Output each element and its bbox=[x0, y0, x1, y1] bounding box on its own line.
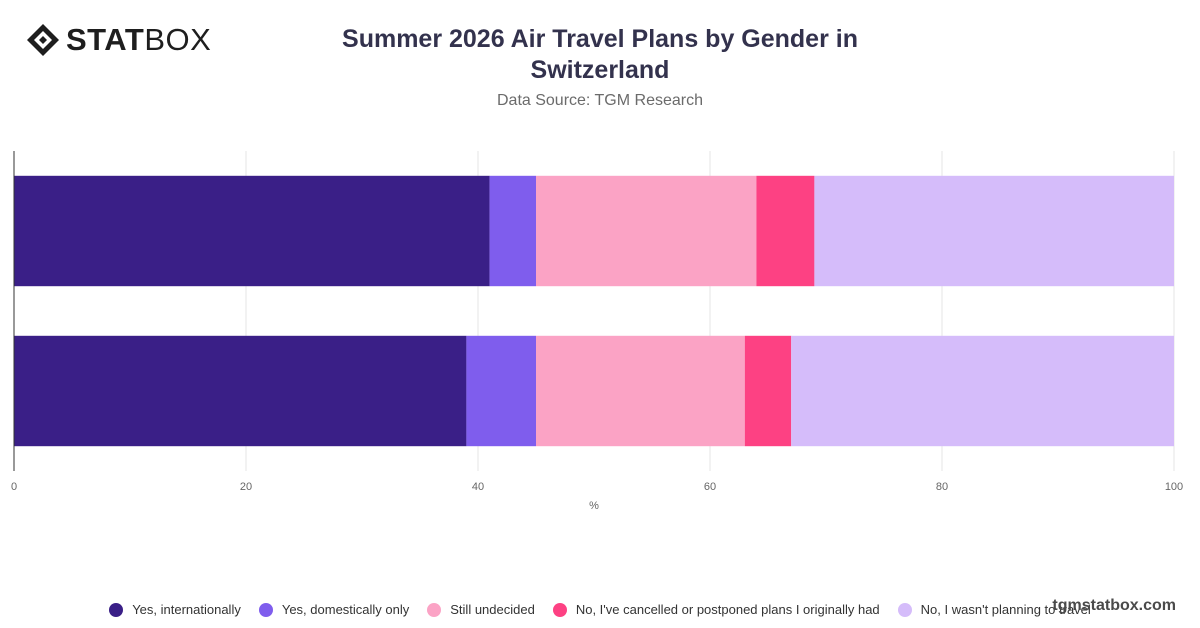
bar-segment[interactable] bbox=[814, 175, 1174, 287]
legend-item[interactable]: Yes, internationally bbox=[109, 602, 241, 617]
legend-swatch bbox=[427, 602, 442, 617]
bar-segment[interactable] bbox=[489, 175, 536, 287]
stacked-bar-chart: 0 20 40 60 80 100 % bbox=[11, 151, 1183, 512]
watermark: tgmstatbox.com bbox=[1052, 597, 1176, 614]
bar-segment[interactable] bbox=[14, 335, 467, 447]
statbox-logo: STATBOX bbox=[26, 22, 211, 58]
bar-segment[interactable] bbox=[536, 175, 757, 287]
x-tick-label: 100 bbox=[1165, 481, 1183, 493]
x-tick-label: 0 bbox=[11, 481, 17, 493]
chart-subtitle: Data Source: TGM Research bbox=[496, 92, 703, 109]
x-axis: 0 20 40 60 80 100 bbox=[11, 151, 1183, 493]
legend-swatch bbox=[258, 602, 273, 617]
chart-title: Summer 2026 Air Travel Plans by Gender i… bbox=[342, 25, 858, 84]
logo-text-light: BOX bbox=[144, 22, 212, 57]
legend-item[interactable]: No, I've cancelled or postponed plans I … bbox=[552, 602, 880, 617]
legend-label: No, I've cancelled or postponed plans I … bbox=[575, 602, 880, 617]
x-tick-label: 20 bbox=[240, 481, 252, 493]
legend-label: Yes, domestically only bbox=[281, 602, 410, 617]
diamond-logo-icon bbox=[27, 24, 59, 56]
legend-item[interactable]: Still undecided bbox=[427, 602, 535, 617]
bar-segment[interactable] bbox=[466, 335, 536, 447]
legend-label: Still undecided bbox=[450, 602, 535, 617]
legend-swatch bbox=[552, 602, 567, 617]
bar-segment[interactable] bbox=[14, 175, 490, 287]
logo-text: STATBOX bbox=[66, 22, 211, 58]
x-tick-label: 40 bbox=[472, 481, 484, 493]
x-axis-label: % bbox=[589, 500, 599, 512]
legend-swatch bbox=[109, 602, 124, 617]
logo-text-strong: STAT bbox=[66, 22, 145, 57]
legend-label: No, I wasn't planning to travel bbox=[920, 602, 1091, 617]
legend-label: Yes, internationally bbox=[132, 602, 241, 617]
bar-segment[interactable] bbox=[756, 175, 815, 287]
legend-item[interactable]: No, I wasn't planning to travel bbox=[897, 602, 1091, 617]
x-tick-label: 60 bbox=[704, 481, 716, 493]
bar-segment[interactable] bbox=[791, 335, 1174, 447]
bar-segment[interactable] bbox=[536, 335, 745, 447]
bars bbox=[14, 175, 1174, 447]
legend-item[interactable]: Yes, domestically only bbox=[258, 602, 410, 617]
chart-legend: Yes, internationally Yes, domestically on… bbox=[0, 602, 1200, 617]
bar-segment[interactable] bbox=[744, 335, 792, 447]
legend-swatch bbox=[897, 602, 912, 617]
x-tick-label: 80 bbox=[936, 481, 948, 493]
